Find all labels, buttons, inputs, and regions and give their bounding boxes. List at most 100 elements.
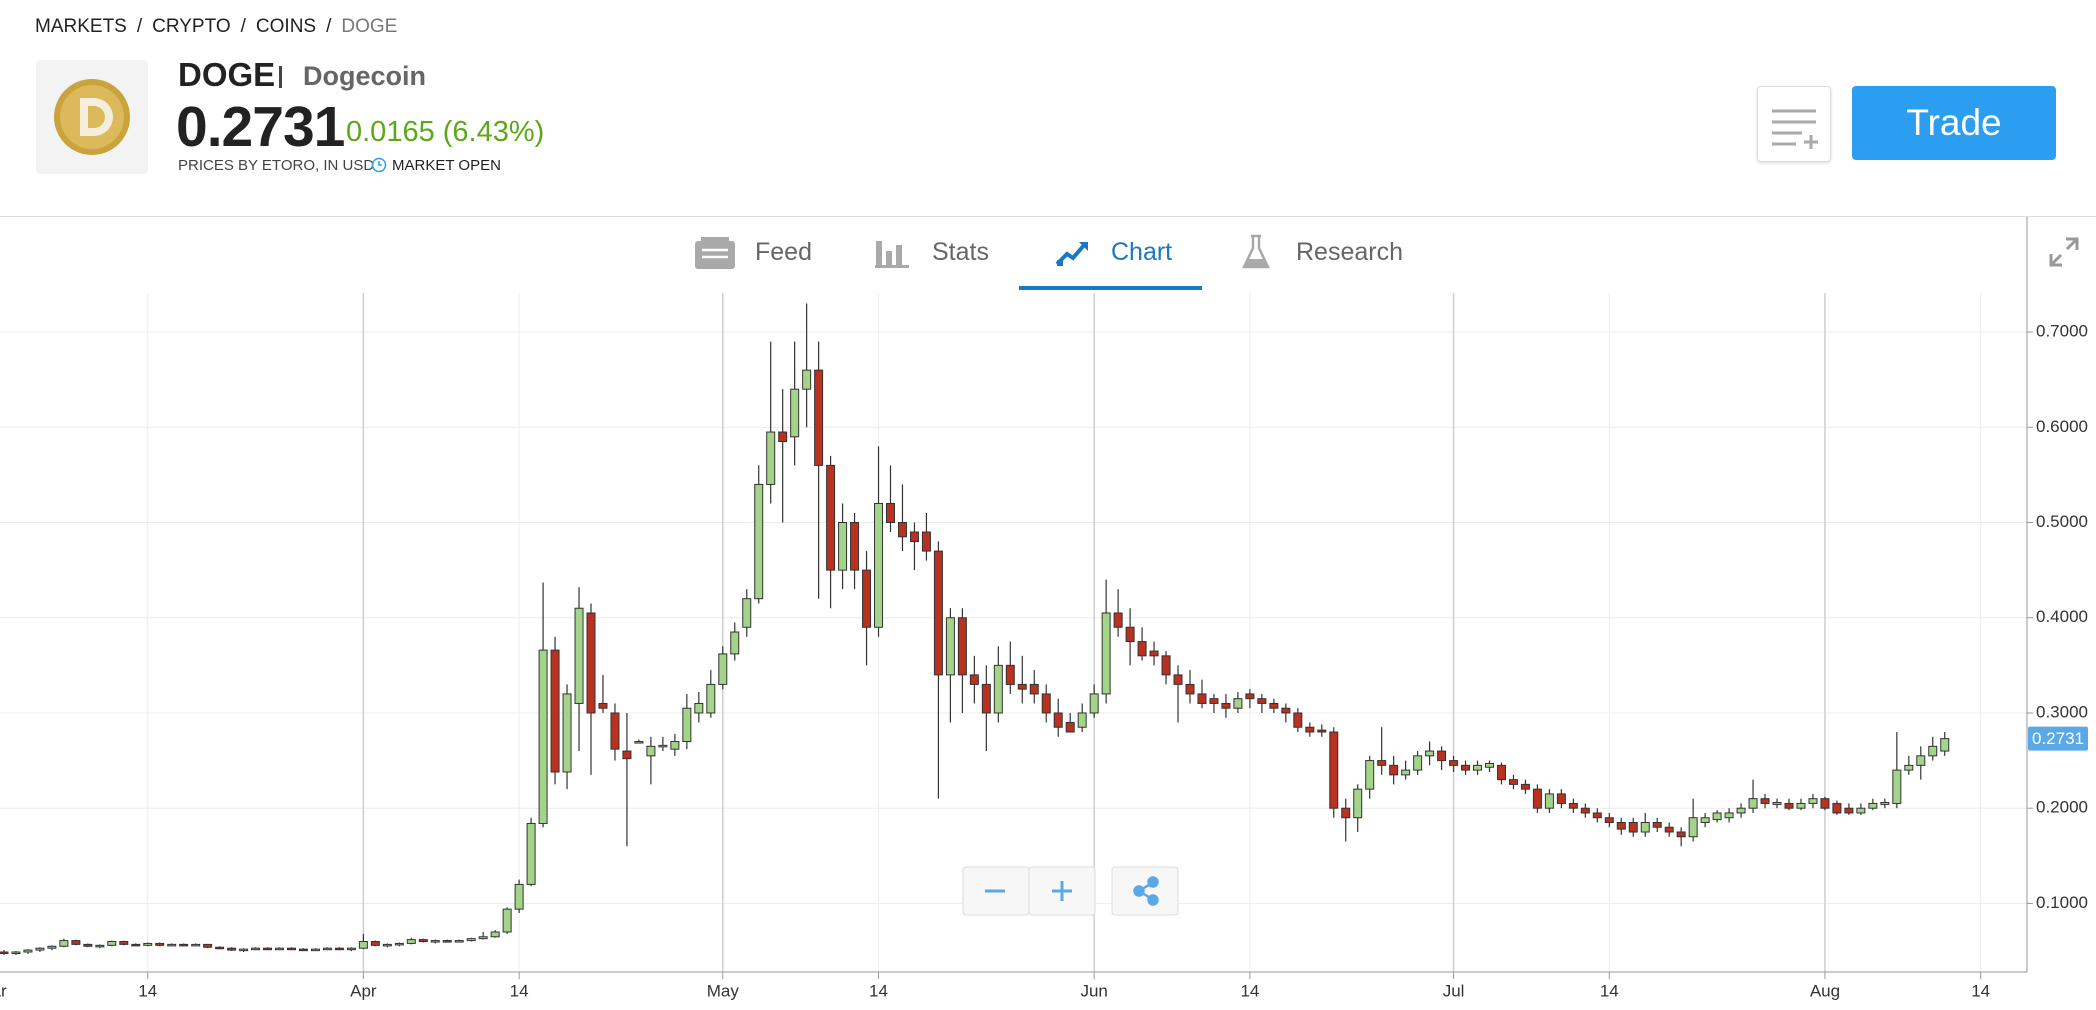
candle-body	[179, 943, 189, 947]
plus-icon	[1052, 881, 1072, 901]
candle-body	[802, 369, 812, 390]
candle-body	[203, 943, 213, 948]
candle-body	[1832, 802, 1842, 814]
crumb-separator: /	[240, 16, 246, 37]
candle-body	[1556, 793, 1566, 804]
price-change: 0.0165 (6.43%)	[346, 116, 545, 148]
candle-body	[370, 941, 380, 946]
x-tick-label: 14	[1240, 981, 1259, 1000]
x-tick-label: Aug	[1810, 981, 1840, 1000]
candle-body	[47, 945, 57, 949]
share-icon	[1133, 876, 1159, 906]
coin-logo	[36, 60, 148, 174]
candle-body	[155, 942, 165, 946]
tab[interactable]: Research	[1296, 238, 1403, 266]
y-tick-label: 0.5000	[2036, 512, 2088, 531]
candle-body	[1425, 750, 1435, 757]
candle-body	[1413, 755, 1423, 771]
candle-body	[1197, 693, 1207, 704]
candle-body	[1532, 788, 1542, 809]
current-price-tag	[2028, 726, 2088, 751]
candle-body	[1017, 683, 1027, 690]
candle-body	[598, 702, 608, 709]
candle-body	[1341, 807, 1351, 819]
candle-body	[1748, 798, 1758, 809]
candle-body	[1185, 683, 1195, 695]
candle-body	[191, 943, 201, 947]
candle-body	[1221, 702, 1231, 709]
candle-body	[562, 693, 572, 773]
candle-body	[1485, 762, 1494, 768]
tab[interactable]: Chart	[1111, 238, 1173, 266]
candle-body	[790, 388, 800, 438]
candle-body	[706, 683, 716, 714]
candle-body	[1245, 693, 1255, 700]
candle-body	[886, 502, 895, 524]
x-tick-label: Jul	[1443, 981, 1465, 1000]
candle-body	[227, 947, 237, 951]
candle-body	[718, 653, 728, 685]
candle-body	[1580, 807, 1590, 814]
clock-icon	[371, 157, 387, 173]
share-button[interactable]	[1111, 866, 1179, 916]
candle-body	[1928, 745, 1938, 757]
divider	[279, 66, 282, 88]
candle-body	[766, 431, 776, 485]
candle-body	[1736, 807, 1746, 814]
candle-body	[71, 940, 81, 945]
candle-body	[275, 947, 285, 951]
crumb[interactable]: MARKETS	[35, 16, 127, 37]
research-icon	[1242, 234, 1270, 269]
candle-body	[1808, 798, 1818, 804]
tab[interactable]: Feed	[755, 238, 812, 266]
candle-body	[622, 750, 632, 760]
candle-body	[1688, 817, 1698, 838]
candle-body	[1077, 712, 1087, 728]
candle-body	[346, 947, 356, 951]
tab[interactable]: Stats	[932, 238, 989, 266]
chart-icon	[1055, 242, 1088, 266]
candle-body	[1652, 821, 1662, 828]
candle-body	[957, 617, 967, 676]
candle-body	[1856, 807, 1866, 814]
candle-body	[1449, 760, 1459, 766]
candle-body	[11, 951, 21, 955]
crumb[interactable]: CRYPTO	[152, 16, 231, 37]
zoom-controls	[962, 866, 1179, 916]
price-source: PRICES BY ETORO, IN USD	[178, 157, 375, 174]
y-tick-label: 0.1000	[2036, 893, 2088, 912]
fullscreen-button[interactable]	[2048, 236, 2080, 268]
candle-body	[287, 947, 296, 951]
candle-body	[586, 612, 596, 714]
candle-body	[1137, 641, 1147, 657]
x-tick-label: 14	[510, 981, 529, 1000]
candle-body	[490, 931, 500, 938]
watchlist-icon	[1772, 109, 1818, 149]
candle-body	[1269, 702, 1279, 709]
x-tick-label: 14	[138, 981, 157, 1000]
candle-body	[1904, 764, 1914, 771]
candle-body	[1700, 817, 1710, 823]
candle-body	[550, 649, 560, 773]
price: 0.2731	[176, 95, 345, 159]
watchlist-button[interactable]	[1757, 86, 1831, 162]
candle-body	[334, 947, 344, 951]
candle-body	[1365, 760, 1375, 790]
crumb[interactable]: COINS	[255, 16, 317, 37]
x-tick-label: 14	[1971, 981, 1990, 1000]
candle-body	[778, 431, 788, 443]
candle-body	[167, 943, 177, 947]
candle-body	[1880, 801, 1890, 805]
candle-body	[1496, 764, 1506, 781]
trade-button[interactable]: Trade	[1852, 86, 2056, 160]
candle-body	[1029, 683, 1039, 695]
breadcrumb: MARKETS / CRYPTO / COINS / DOGE	[35, 16, 397, 38]
candle-body	[1628, 821, 1638, 833]
x-tick-label: Apr	[350, 981, 377, 1000]
candle-body	[574, 607, 584, 704]
candle-body	[1317, 729, 1327, 733]
candle-body	[1161, 655, 1171, 676]
candle-body	[466, 938, 476, 942]
candle-body	[310, 948, 320, 952]
